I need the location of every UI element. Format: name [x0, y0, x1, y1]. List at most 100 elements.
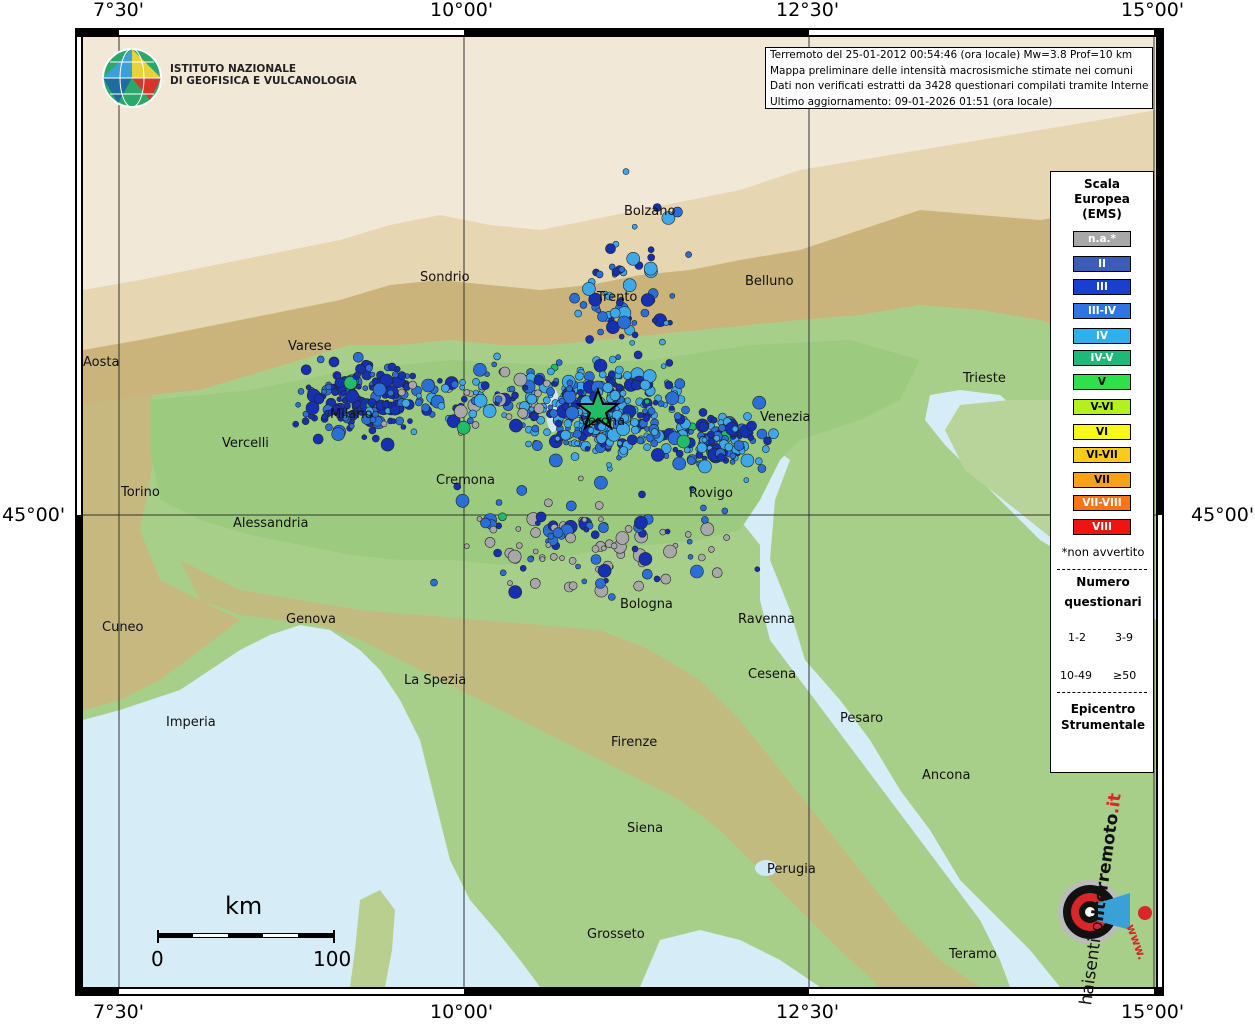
intensity-point [619, 446, 629, 455]
axis-bottom-1: 7°30' [93, 1001, 144, 1023]
intensity-point [643, 261, 658, 276]
intensity-point [591, 545, 600, 553]
intensity-point [348, 423, 355, 429]
intensity-point [525, 440, 532, 448]
intensity-point [636, 436, 645, 445]
graticule [83, 37, 1156, 987]
city-label: Bologna [620, 597, 673, 612]
legend-swatch: III [1073, 279, 1131, 295]
intensity-point [301, 417, 310, 426]
city-label: Firenze [611, 735, 658, 750]
city-label: Perugia [767, 862, 816, 877]
intensity-point [410, 428, 418, 436]
intensity-point [590, 530, 600, 540]
intensity-point [554, 419, 563, 428]
intensity-point [594, 475, 608, 490]
intensity-point [610, 542, 618, 550]
legend-swatch: VII [1073, 472, 1131, 488]
intensity-point [630, 425, 640, 435]
intensity-point [631, 379, 642, 391]
lake-trasimeno [755, 860, 777, 876]
intensity-point [597, 311, 608, 322]
intensity-point [456, 420, 471, 435]
intensity-point [508, 585, 523, 599]
intensity-point [696, 442, 708, 454]
intensity-point [302, 410, 310, 418]
intensity-point [400, 424, 407, 430]
intensity-point [532, 440, 543, 452]
intensity-point [718, 424, 726, 432]
intensity-point [663, 453, 670, 459]
intensity-point [409, 372, 417, 380]
intensity-point [555, 359, 563, 366]
intensity-point [559, 555, 565, 561]
intensity-point [574, 309, 583, 318]
intensity-point [743, 477, 750, 483]
intensity-point [327, 409, 335, 416]
intensity-point [543, 428, 551, 437]
intensity-point [391, 371, 399, 378]
city-label: Ravenna [738, 612, 795, 627]
intensity-point [686, 538, 693, 545]
count-title-2: questionari [1064, 595, 1142, 609]
intensity-point [380, 420, 388, 428]
intensity-point [582, 282, 596, 296]
intensity-point [700, 522, 715, 536]
intensity-point [676, 434, 691, 449]
intensity-point [620, 413, 630, 423]
hsit-text-3: .it [1103, 792, 1126, 816]
intensity-point [642, 408, 648, 415]
intensity-point [542, 379, 551, 388]
intensity-point [305, 384, 312, 391]
intensity-point [698, 421, 710, 433]
intensity-point [516, 485, 528, 496]
intensity-point [605, 243, 616, 254]
intensity-point [640, 293, 655, 307]
city-label: Grosseto [587, 927, 645, 942]
intensity-point [595, 270, 604, 279]
axis-top-4: 15°00' [1121, 0, 1185, 21]
intensity-point [740, 453, 755, 468]
intensity-point [640, 308, 650, 318]
intensity-point [636, 411, 644, 419]
city-label: Venezia [760, 410, 811, 425]
intensity-point [631, 545, 639, 553]
intensity-point [542, 396, 551, 405]
intensity-point [609, 307, 621, 319]
intensity-point [498, 512, 507, 522]
intensity-point [505, 413, 513, 421]
intensity-point [369, 371, 376, 378]
intensity-point [643, 443, 651, 452]
intensity-point [472, 377, 480, 386]
legend-note: *non avvertito [1061, 545, 1145, 559]
intensity-point [369, 416, 377, 424]
intensity-point [395, 416, 405, 426]
intensity-point [563, 439, 569, 446]
intensity-point [495, 499, 503, 506]
intensity-point [313, 393, 325, 405]
scale-unit: km [225, 892, 263, 920]
intensity-point [570, 452, 580, 461]
intensity-point [594, 501, 604, 510]
intensity-point [509, 418, 523, 433]
intensity-point [546, 387, 555, 396]
intensity-point [630, 418, 639, 427]
intensity-point [365, 364, 373, 372]
intensity-point [633, 580, 645, 592]
intensity-point [575, 563, 581, 570]
intensity-point [450, 380, 459, 389]
intensity-point [387, 389, 395, 397]
city-label: Ancona [922, 768, 971, 783]
intensity-point [563, 419, 573, 428]
intensity-point [574, 440, 580, 447]
intensity-point [595, 307, 602, 314]
axis-right-lat: 45°00' [1191, 504, 1255, 526]
intensity-point [421, 403, 430, 413]
intensity-point [468, 409, 478, 419]
intensity-point [471, 421, 480, 429]
intensity-point [672, 456, 687, 471]
intensity-point [312, 433, 324, 445]
intensity-point [535, 511, 547, 523]
city-label: Vercelli [222, 436, 269, 451]
intensity-point [674, 378, 686, 390]
